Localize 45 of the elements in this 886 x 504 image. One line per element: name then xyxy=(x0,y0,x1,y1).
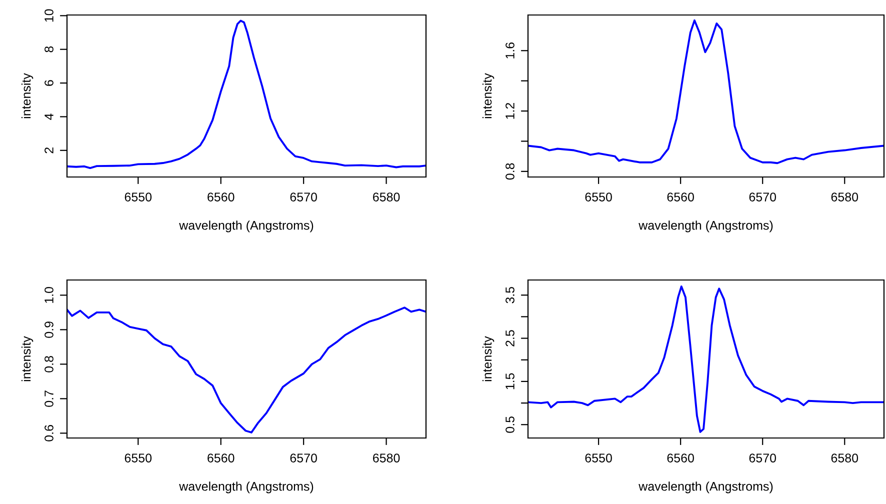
line-series xyxy=(67,20,426,170)
y-axis-title: intensity xyxy=(482,73,494,118)
x-tick-label: 6580 xyxy=(373,454,400,462)
y-tick-label: 0.6 xyxy=(44,425,54,442)
x-tick-label: 6570 xyxy=(290,192,317,202)
x-tick-label: 6560 xyxy=(208,454,234,462)
y-axis-title: intensity xyxy=(482,336,494,382)
y-tick-label: 1.5 xyxy=(506,373,514,390)
x-tick-label: 6550 xyxy=(585,454,612,462)
x-tick-label: 6570 xyxy=(749,192,776,202)
x-axis-title: wavelength (Angstroms) xyxy=(179,482,314,494)
y-tick-label: 10 xyxy=(44,9,54,22)
line-series xyxy=(528,19,884,164)
y-axis-title: intensity xyxy=(21,336,34,382)
y-tick-label: 2 xyxy=(44,148,54,154)
x-tick-label: 6550 xyxy=(124,192,152,202)
x-tick-label: 6580 xyxy=(373,192,400,202)
y-tick-label: 0.7 xyxy=(44,390,54,407)
x-axis-title: wavelength (Angstroms) xyxy=(638,220,773,232)
x-tick-label: 6560 xyxy=(208,192,234,202)
x-axis-title: wavelength (Angstroms) xyxy=(179,220,314,232)
y-tick-label: 2.5 xyxy=(506,330,514,346)
x-tick-label: 6560 xyxy=(667,454,694,462)
x-tick-label: 6580 xyxy=(831,454,858,462)
x-tick-label: 6550 xyxy=(124,454,152,462)
y-tick-label: 0.8 xyxy=(506,163,514,180)
line-series xyxy=(67,306,426,434)
x-axis-title: wavelength (Angstroms) xyxy=(638,482,773,494)
y-tick-label: 6 xyxy=(44,80,54,86)
y-tick-label: 3.5 xyxy=(506,286,514,304)
y-tick-label: 0.5 xyxy=(506,416,514,433)
y-tick-label: 0.9 xyxy=(44,322,54,338)
x-tick-label: 6570 xyxy=(290,454,317,462)
y-tick-label: 8 xyxy=(44,46,54,52)
x-tick-label: 6580 xyxy=(831,192,858,202)
y-axis-title: intensity xyxy=(21,73,34,118)
line-series xyxy=(528,286,884,433)
y-tick-label: 4 xyxy=(44,114,54,120)
x-tick-label: 6560 xyxy=(667,192,694,202)
y-tick-label: 1.6 xyxy=(506,42,514,58)
y-tick-label: 1.2 xyxy=(506,102,514,119)
y-tick-label: 0.8 xyxy=(44,356,54,372)
x-tick-label: 6570 xyxy=(749,454,776,462)
y-tick-label: 1.0 xyxy=(44,286,54,303)
x-tick-label: 6550 xyxy=(585,192,612,202)
